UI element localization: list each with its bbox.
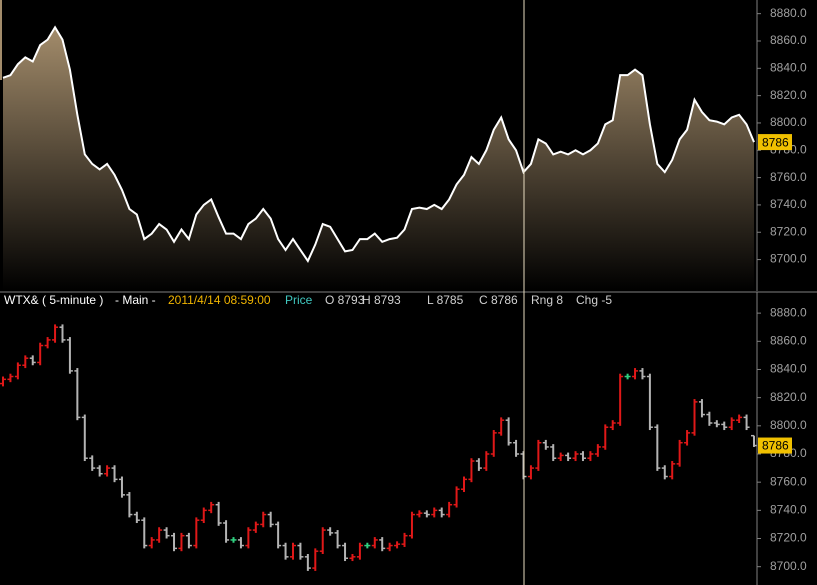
last-value-label: 8786 (762, 439, 789, 453)
header-item: H 8793 (362, 293, 401, 307)
y-tick-label: 8860.0 (770, 33, 807, 47)
y-tick-label: 8820.0 (770, 88, 807, 102)
header-item: - Main - (115, 293, 156, 307)
last-value-tag (758, 437, 792, 454)
y-tick-label: 8740.0 (770, 503, 807, 517)
y-tick-label: 8720.0 (770, 224, 807, 238)
header-item: Chg -5 (576, 293, 612, 307)
last-value-label: 8786 (762, 135, 789, 149)
header-item: Price (285, 293, 313, 307)
y-tick-label: 8840.0 (770, 60, 807, 74)
header-item: O 8793 (325, 293, 365, 307)
y-tick-label: 8820.0 (770, 390, 807, 404)
area-fill (3, 27, 754, 291)
y-tick-label: 8840.0 (770, 362, 807, 376)
y-tick-label: 8880.0 (770, 6, 807, 20)
y-tick-label: 8700.0 (770, 252, 807, 266)
header-item: 2011/4/14 08:59:00 (168, 293, 271, 307)
header-item: Rng 8 (531, 293, 563, 307)
y-tick-label: 8720.0 (770, 531, 807, 545)
y-tick-label: 8800.0 (770, 418, 807, 432)
y-tick-label: 8800.0 (770, 115, 807, 129)
header-item: WTX& ( 5-minute ) (4, 293, 103, 307)
header-item: L 8785 (427, 293, 464, 307)
y-tick-label: 8740.0 (770, 197, 807, 211)
y-tick-label: 8880.0 (770, 305, 807, 319)
y-tick-label: 8760.0 (770, 474, 807, 488)
price-line (2, 25, 755, 263)
y-tick-label: 8700.0 (770, 559, 807, 573)
header-item: C 8786 (479, 293, 518, 307)
last-value-tag (758, 134, 792, 151)
y-tick-label: 8760.0 (770, 170, 807, 184)
y-tick-label: 8860.0 (770, 333, 807, 347)
